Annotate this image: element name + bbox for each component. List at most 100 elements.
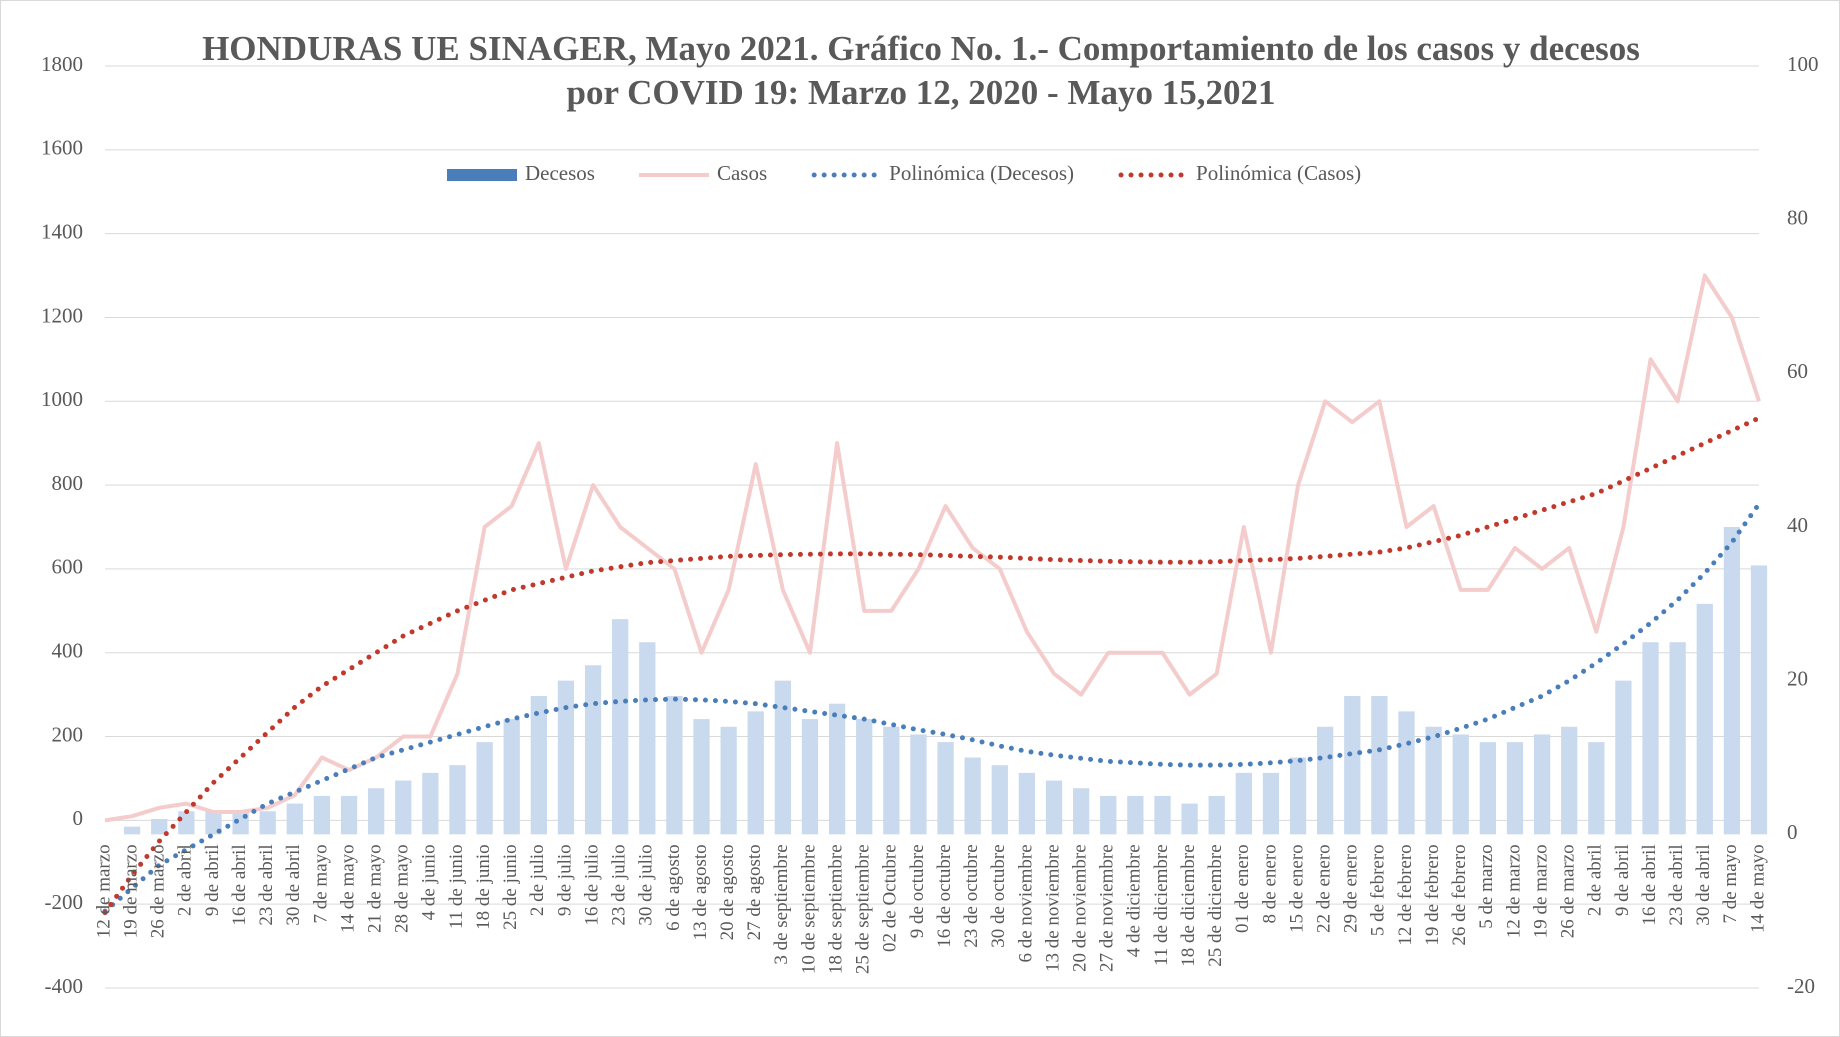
bar: [720, 726, 737, 835]
bar: [1154, 795, 1171, 835]
bar: [313, 795, 331, 835]
x-tick-label: 11 de junio: [446, 844, 467, 929]
y-tick-label: 400: [52, 639, 84, 663]
x-tick-label: 18 de diciembre: [1178, 844, 1199, 966]
bar: [151, 818, 168, 835]
y2-tick-label: -20: [1787, 974, 1815, 998]
x-tick-label: 2 de abril: [175, 844, 196, 916]
x-tick-label: 7 de mayo: [310, 844, 331, 923]
x-tick-label: 7 de mayo: [1720, 844, 1741, 923]
x-tick-label: 16 de octubre: [934, 844, 955, 947]
x-tick-label: 10 de septiembre: [798, 844, 819, 974]
bar: [1344, 696, 1361, 835]
bar: [1208, 795, 1225, 835]
x-tick-label: 21 de mayo: [365, 844, 386, 933]
x-tick-label: 02 de Octubre: [880, 844, 901, 952]
y2-tick-label: 100: [1787, 52, 1819, 76]
bar: [584, 665, 602, 835]
x-tick-label: 30 de octubre: [988, 844, 1009, 947]
bar: [693, 719, 710, 835]
x-tick-label: 18 de junio: [473, 844, 494, 930]
x-tick-label: 16 de abril: [229, 844, 250, 925]
y2-tick-label: 80: [1787, 205, 1808, 229]
bar: [1018, 772, 1036, 835]
x-tick-label: 6 de noviembre: [1015, 844, 1036, 962]
bar: [1289, 757, 1307, 835]
x-tick-label: 26 de marzo: [148, 844, 169, 938]
x-tick-label: 4 de junio: [419, 844, 440, 920]
y-tick-label: 0: [73, 806, 84, 830]
legend: Decesos Casos Polinómica (Decesos) Polinómi…: [447, 161, 1361, 185]
bar: [1127, 795, 1144, 835]
x-tick-label: 30 de julio: [636, 844, 657, 925]
x-tick-label: 14 de mayo: [337, 844, 358, 933]
x-tick-label: 18 de septiembre: [825, 844, 846, 974]
y-tick-label: 1000: [41, 387, 83, 411]
bar: [1452, 734, 1469, 835]
bar: [1723, 527, 1741, 835]
y-tick-label: 800: [52, 471, 84, 495]
x-tick-label: 22 de enero: [1314, 844, 1335, 933]
bar: [774, 680, 792, 835]
legend-label: Decesos: [525, 161, 595, 185]
bar: [1072, 788, 1090, 835]
x-tick-label: 23 de octubre: [961, 844, 982, 947]
y-tick-label: 200: [52, 722, 84, 746]
x-tick-label: 2 de julio: [527, 844, 548, 916]
bar: [1100, 795, 1117, 835]
x-tick-label: 16 de abril: [1639, 844, 1660, 925]
bar: [557, 680, 575, 835]
bar: [856, 719, 873, 835]
trendline: [102, 501, 1762, 914]
bar: [828, 703, 846, 835]
line: [104, 273, 1761, 823]
x-tick-label: 27 de noviembre: [1097, 844, 1118, 972]
bar: [801, 719, 819, 835]
x-tick-label: 3 de septiembre: [771, 844, 792, 964]
bar: [530, 696, 547, 835]
x-tick-label: 29 de enero: [1341, 844, 1362, 933]
x-tick-label: 16 de julio: [581, 844, 602, 925]
legend-swatch: [447, 169, 517, 181]
x-tick-label: 25 de septiembre: [853, 844, 874, 974]
bar: [1669, 642, 1686, 835]
x-tick-label: 6 de agosto: [663, 844, 684, 931]
bar: [910, 734, 927, 835]
x-tick-label: 01 de enero: [1232, 844, 1253, 933]
x-tick-label: 26 de marzo: [1558, 844, 1579, 938]
bar: [503, 719, 520, 835]
bar: [1506, 742, 1524, 835]
bar: [368, 788, 385, 835]
bar: [286, 803, 303, 835]
bar: [205, 811, 222, 835]
bar: [1561, 726, 1578, 835]
x-tick-label: 28 de mayo: [392, 844, 413, 933]
x-tick-label: 13 de noviembre: [1042, 844, 1063, 972]
bar: [1371, 696, 1388, 835]
bar: [1398, 711, 1415, 835]
bar: [395, 780, 412, 835]
bar: [1642, 642, 1659, 835]
y2-tick-label: 0: [1787, 820, 1798, 844]
bar: [422, 772, 439, 835]
y-tick-label: 1600: [41, 136, 83, 160]
x-tick-label: 30 de abril: [1693, 844, 1714, 925]
x-tick-label: 13 de agosto: [690, 844, 711, 940]
bar: [747, 711, 764, 835]
bar: [639, 642, 656, 835]
bar: [259, 811, 276, 835]
x-tick-label: 23 de abril: [1666, 844, 1687, 925]
bar: [340, 795, 358, 835]
bar: [123, 826, 141, 835]
x-tick-label: 15 de enero: [1286, 844, 1307, 933]
y-tick-label: 600: [52, 555, 84, 579]
x-tick-label: 9 de abril: [202, 844, 223, 916]
y2-tick-label: 40: [1787, 513, 1808, 537]
bar: [178, 811, 195, 835]
bar: [666, 696, 683, 835]
x-tick-label: 19 de marzo: [120, 844, 141, 938]
bar: [1588, 742, 1605, 835]
x-tick-label: 23 de abril: [256, 844, 277, 925]
